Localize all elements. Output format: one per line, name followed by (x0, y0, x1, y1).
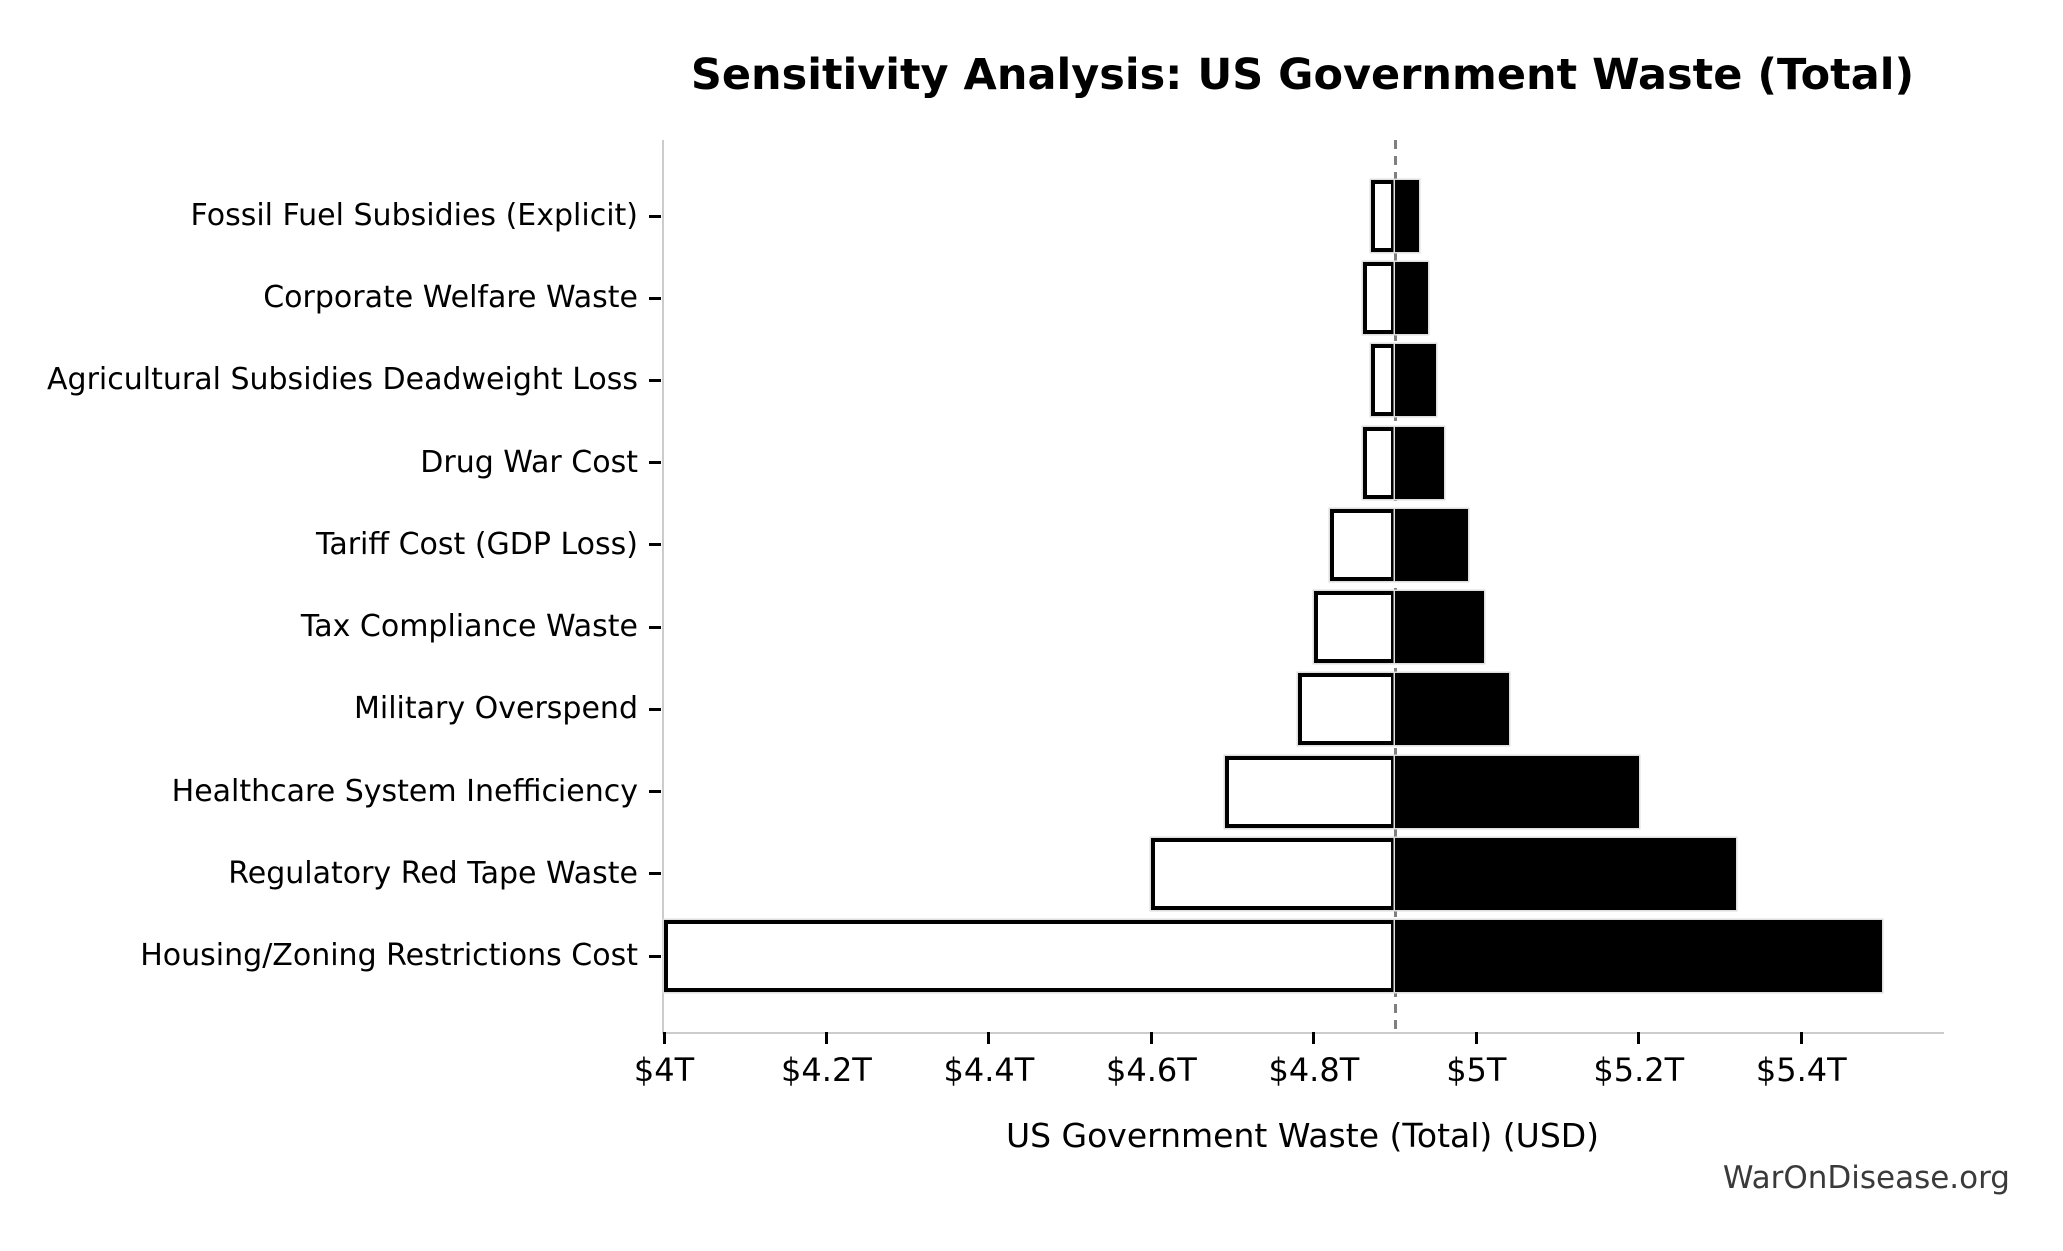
x-axis-tick (1149, 1032, 1153, 1044)
x-axis-spine (662, 1032, 1944, 1034)
x-axis-tick (987, 1032, 991, 1044)
tornado-bar-low (664, 920, 1396, 992)
x-axis-tick (1474, 1032, 1478, 1044)
tornado-bar-high (1395, 180, 1420, 252)
x-axis-tick (824, 1032, 828, 1044)
tornado-bar-low (1313, 591, 1396, 664)
y-axis-category-label: Fossil Fuel Subsidies (Explicit) (190, 198, 638, 233)
y-axis-category-label: Agricultural Subsidies Deadweight Loss (47, 362, 638, 398)
chart-title: Sensitivity Analysis: US Government Wast… (690, 50, 1915, 100)
tornado-bar-high (1395, 755, 1639, 828)
y-axis-tick (649, 461, 661, 465)
x-axis-tick-label: $4.2T (781, 1051, 872, 1089)
y-axis-category-label: Drug War Cost (420, 444, 638, 480)
x-axis-tick-label: $4.8T (1268, 1051, 1360, 1089)
watermark-text: WarOnDisease.org (1722, 1160, 2010, 1196)
y-axis-category-label: Corporate Welfare Waste (263, 280, 638, 316)
x-axis-label: US Government Waste (Total) (USD) (1005, 1116, 1600, 1155)
x-axis-tick-label: $4.4T (943, 1051, 1035, 1089)
y-axis-category-label: Tax Compliance Waste (300, 609, 638, 645)
tornado-bar-high (1395, 837, 1737, 910)
tornado-bar-low (1370, 180, 1396, 252)
tornado-bar-high (1395, 262, 1428, 335)
y-axis-category-label: Regulatory Red Tape Waste (228, 855, 638, 891)
y-axis-tick (649, 378, 661, 382)
y-axis-tick (649, 872, 661, 876)
y-axis-tick (649, 296, 661, 300)
y-axis-category-label: Military Overspend (353, 691, 638, 727)
x-axis-tick-label: $4.6T (1105, 1051, 1197, 1089)
tornado-bar-low (1224, 755, 1396, 828)
tornado-bar-low (1362, 262, 1396, 335)
tornado-bar-low (1362, 426, 1396, 499)
y-axis-spine (662, 140, 664, 1032)
y-axis-tick (649, 790, 661, 794)
tornado-bar-high (1395, 426, 1444, 499)
tornado-bar-low (1370, 344, 1396, 417)
tornado-bar-high (1395, 673, 1509, 746)
y-axis-category-label: Housing/Zoning Restrictions Cost (140, 938, 638, 973)
tornado-bar-high (1395, 508, 1469, 581)
x-axis-tick (1637, 1032, 1641, 1044)
x-axis-tick-label: $5T (1446, 1051, 1507, 1089)
y-axis-tick (649, 214, 661, 218)
y-axis-tick (649, 543, 661, 547)
x-axis-tick (1799, 1032, 1803, 1044)
y-axis-category-label: Healthcare System Inefficiency (171, 773, 638, 809)
y-axis-tick (649, 954, 661, 958)
x-axis-tick-label: $4T (633, 1051, 695, 1089)
tornado-bar-low (1297, 673, 1396, 746)
x-axis-tick-label: $5.2T (1593, 1051, 1685, 1089)
baseline-dashed-line (1393, 140, 1397, 1032)
tornado-bar-high (1395, 344, 1436, 417)
x-axis-tick (662, 1032, 666, 1044)
y-axis-tick (649, 625, 661, 629)
y-axis-tick (649, 707, 661, 711)
tornado-bar-low (1330, 508, 1396, 581)
tornado-bar-high (1395, 920, 1883, 992)
tornado-bar-high (1395, 591, 1485, 664)
y-axis-category-label: Tariff Cost (GDP Loss) (315, 526, 638, 562)
x-axis-tick (1312, 1032, 1316, 1044)
x-axis-tick-label: $5.4T (1755, 1051, 1847, 1089)
tornado-bar-low (1151, 837, 1396, 910)
